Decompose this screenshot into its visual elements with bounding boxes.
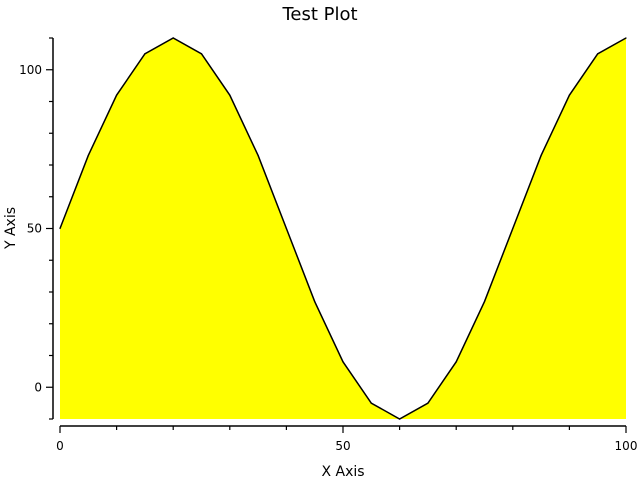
data-point-2: [116, 94, 118, 96]
data-point-17: [540, 154, 542, 157]
y-axis-label: Y Axis: [3, 207, 19, 250]
data-point-13: [427, 402, 429, 404]
data-point-16: [512, 227, 514, 230]
chart-title: Test Plot: [281, 4, 357, 25]
data-point-14: [455, 361, 457, 363]
data-point-10: [342, 361, 344, 363]
data-point-19: [597, 53, 599, 55]
x-tick-label: 100: [615, 439, 638, 453]
data-point-0: [59, 227, 61, 230]
data-point-11: [370, 402, 372, 404]
data-point-9: [314, 300, 316, 303]
data-point-20: [625, 37, 627, 39]
data-point-4: [172, 37, 174, 39]
y-tick-label: 100: [19, 63, 42, 77]
plot-area: [59, 37, 627, 420]
data-point-6: [229, 94, 231, 96]
data-point-3: [144, 53, 146, 55]
data-point-5: [200, 53, 203, 55]
y-tick-label: 0: [34, 380, 42, 394]
x-tick-label: 0: [56, 439, 64, 453]
x-tick-label: 50: [335, 439, 350, 453]
x-axis-ticks: 0 50 100: [56, 426, 637, 453]
y-axis-ticks: 0 50 100: [19, 37, 53, 420]
data-point-1: [87, 154, 89, 157]
y-tick-label: 50: [27, 222, 42, 236]
area-fill: [60, 38, 626, 419]
data-point-12: [399, 418, 401, 420]
data-point-8: [285, 227, 287, 230]
data-point-18: [568, 94, 571, 96]
data-point-7: [257, 154, 259, 157]
data-point-15: [483, 300, 486, 303]
x-axis-label: X Axis: [321, 464, 364, 480]
